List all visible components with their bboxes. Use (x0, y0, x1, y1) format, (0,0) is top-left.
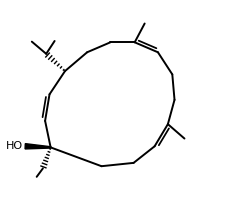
Text: HO: HO (6, 141, 23, 151)
Polygon shape (25, 144, 51, 149)
